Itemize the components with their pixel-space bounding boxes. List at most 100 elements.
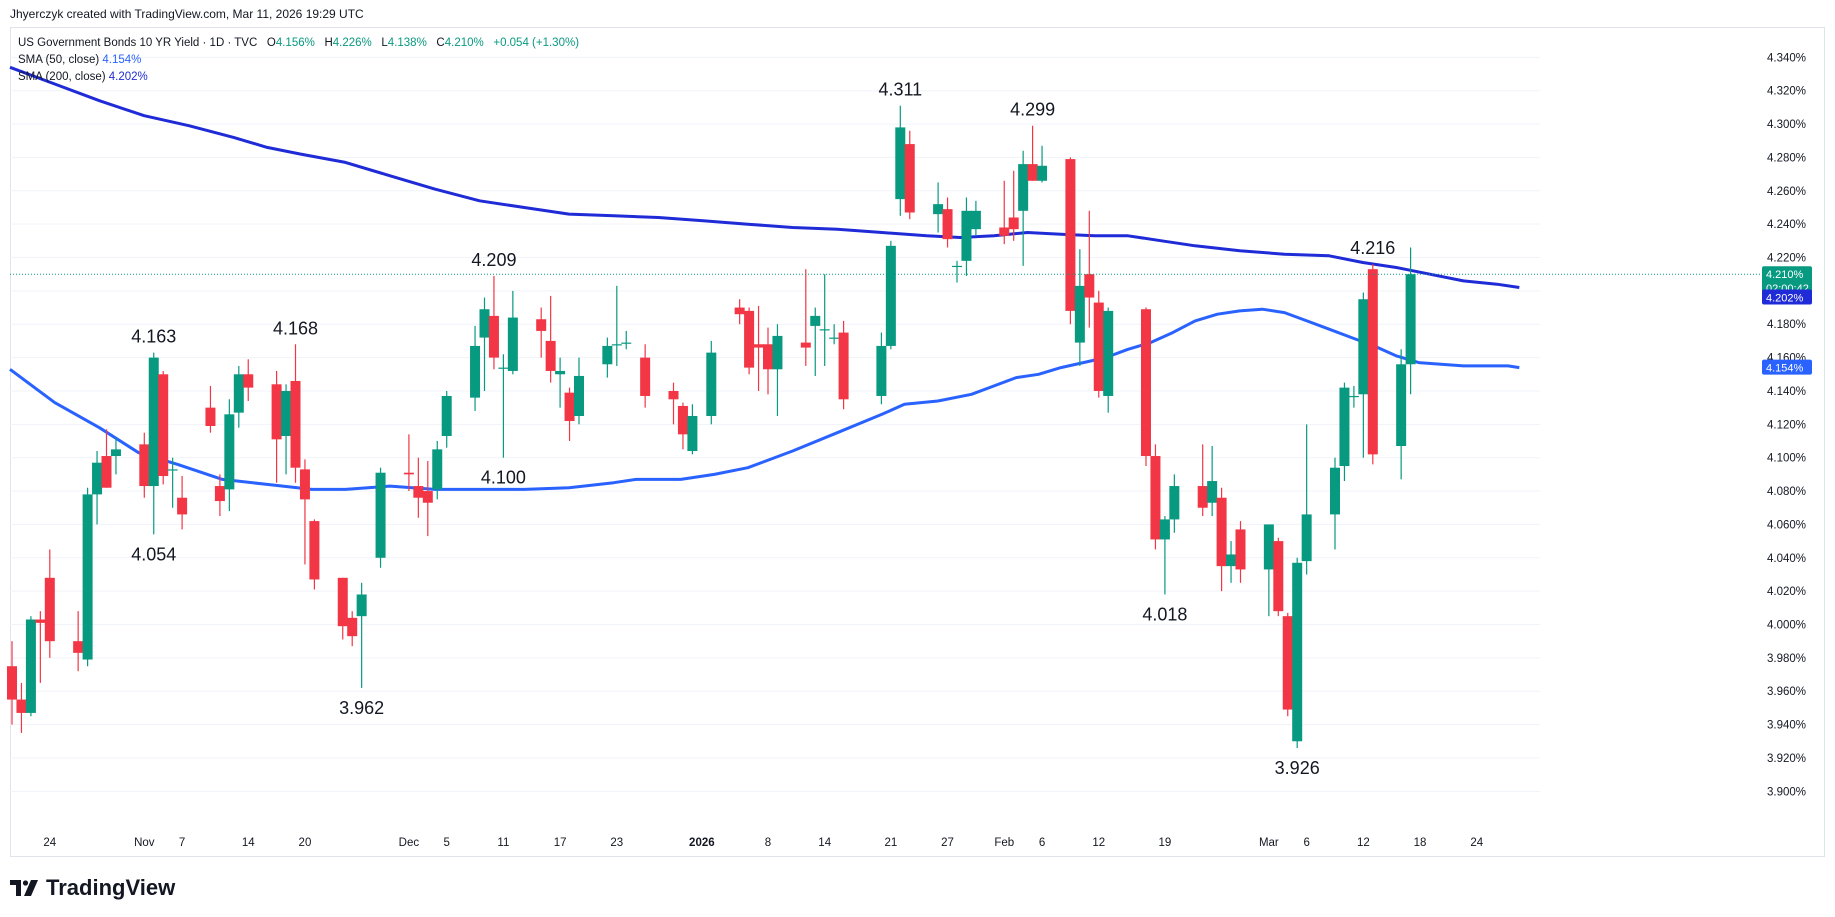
candle[interactable] [1273, 537, 1284, 617]
candle[interactable] [1405, 247, 1416, 395]
candle[interactable] [1150, 444, 1161, 550]
candle[interactable] [1216, 487, 1227, 592]
candle[interactable] [1235, 521, 1246, 583]
candle[interactable] [668, 382, 679, 425]
candle[interactable] [337, 577, 348, 640]
candle[interactable] [744, 307, 755, 375]
candle[interactable] [110, 437, 121, 475]
candle[interactable] [281, 384, 292, 475]
candle[interactable] [16, 682, 27, 733]
candle[interactable] [1065, 157, 1076, 325]
candle[interactable] [177, 476, 188, 530]
candle[interactable] [413, 457, 424, 518]
candle[interactable] [1358, 292, 1369, 458]
sma200-legend-row[interactable]: SMA (200, close) 4.202% [18, 69, 579, 86]
candle[interactable] [35, 611, 46, 683]
tradingview-logo[interactable]: TradingView [10, 875, 175, 901]
candle[interactable] [1027, 125, 1038, 181]
candle[interactable] [602, 337, 613, 378]
candle[interactable] [243, 359, 254, 401]
candle[interactable] [545, 295, 556, 383]
candle[interactable] [1084, 210, 1095, 328]
candle[interactable] [205, 385, 216, 433]
candle[interactable] [999, 180, 1010, 245]
candle[interactable] [1339, 382, 1350, 482]
candle[interactable] [299, 459, 310, 565]
candle[interactable] [82, 487, 93, 667]
candle[interactable] [876, 332, 887, 405]
candle[interactable] [961, 197, 972, 276]
candle[interactable] [1301, 424, 1312, 575]
candle[interactable] [441, 390, 452, 448]
candle[interactable] [1197, 444, 1208, 517]
sma200-line[interactable] [9, 65, 1520, 289]
candle[interactable] [1367, 264, 1378, 465]
candle[interactable] [1263, 524, 1274, 617]
candle[interactable] [536, 307, 547, 358]
candle[interactable] [819, 274, 830, 366]
candle[interactable] [1008, 170, 1019, 241]
chart-frame[interactable] [10, 27, 1825, 857]
candle[interactable] [1159, 516, 1170, 595]
candle[interactable] [885, 240, 896, 350]
candle[interactable] [167, 457, 178, 508]
candle[interactable] [574, 357, 584, 425]
candle[interactable] [7, 641, 17, 725]
candle[interactable] [1074, 249, 1085, 366]
candle[interactable] [1396, 349, 1407, 480]
candle[interactable] [507, 290, 518, 375]
candle[interactable] [933, 182, 944, 233]
candle[interactable] [488, 275, 499, 370]
candle[interactable] [233, 365, 244, 428]
candle[interactable] [44, 549, 55, 658]
candle[interactable] [73, 611, 84, 672]
last-price-tag[interactable]: 4.210%02:00:42 [1762, 266, 1812, 297]
candle[interactable] [706, 340, 717, 425]
candle[interactable] [1348, 385, 1359, 408]
candle[interactable] [403, 434, 414, 492]
candle[interactable] [139, 432, 150, 498]
candle[interactable] [564, 387, 575, 442]
candle[interactable] [1141, 307, 1151, 467]
candle[interactable] [101, 429, 112, 488]
candle[interactable] [1037, 145, 1048, 183]
candle[interactable] [214, 474, 225, 517]
candle[interactable] [271, 370, 282, 483]
candle[interactable] [1093, 290, 1104, 398]
sma50-legend-row[interactable]: SMA (50, close) 4.154% [18, 52, 579, 69]
candle[interactable] [687, 404, 698, 455]
candle[interactable] [763, 327, 773, 395]
candle[interactable] [621, 330, 632, 350]
candle[interactable] [677, 402, 688, 450]
candle[interactable] [470, 325, 481, 411]
candle[interactable] [1226, 541, 1237, 583]
candle[interactable] [970, 200, 981, 236]
candle[interactable] [224, 399, 235, 512]
candle[interactable] [829, 324, 840, 345]
candle[interactable] [555, 357, 566, 408]
candle[interactable] [158, 370, 169, 485]
candle[interactable] [498, 354, 509, 458]
candle[interactable] [1282, 612, 1293, 717]
candle[interactable] [838, 320, 849, 410]
candle[interactable] [1169, 474, 1180, 533]
candle[interactable] [1207, 446, 1218, 517]
sma200-price-tag[interactable]: 4.202% [1762, 289, 1812, 305]
candle[interactable] [347, 611, 358, 647]
candle[interactable] [1330, 457, 1340, 550]
candle[interactable] [25, 616, 36, 717]
candle[interactable] [432, 441, 443, 500]
candle[interactable] [895, 105, 906, 216]
candle[interactable] [772, 324, 783, 416]
candle[interactable] [800, 269, 811, 366]
candle[interactable] [290, 344, 301, 483]
candle[interactable] [1103, 307, 1114, 413]
candle[interactable] [942, 197, 953, 248]
candle[interactable] [904, 130, 915, 220]
candle[interactable] [1018, 150, 1029, 266]
candle[interactable] [1292, 557, 1303, 748]
sma50-line[interactable] [9, 307, 1520, 491]
candle[interactable] [92, 451, 103, 525]
sma50-price-tag[interactable]: 4.154% [1762, 359, 1812, 375]
